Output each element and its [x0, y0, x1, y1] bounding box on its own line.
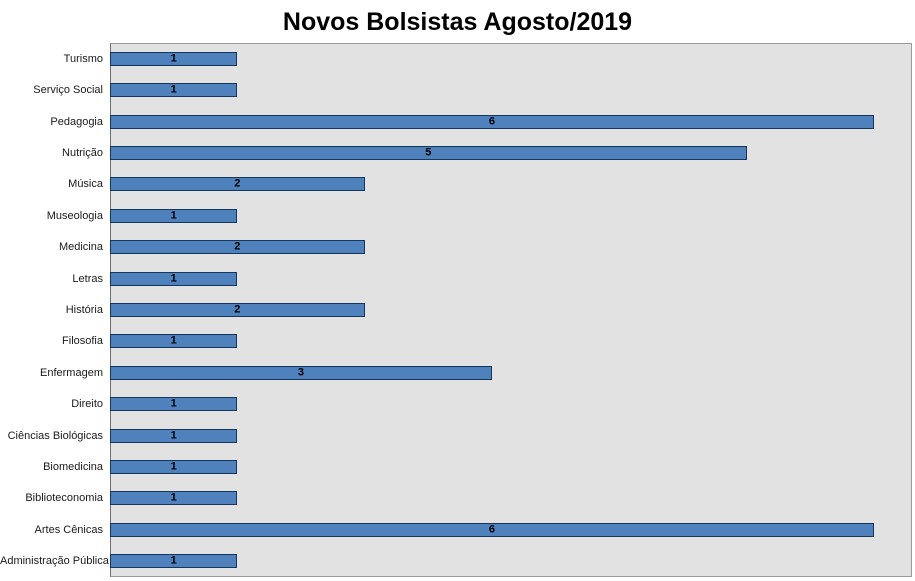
bar-track: 6 [110, 514, 912, 545]
chart-row: História 2 [0, 294, 912, 325]
category-label: Direito [71, 398, 103, 411]
category-label: Enfermagem [40, 366, 103, 379]
data-label: 6 [488, 523, 495, 536]
bar: 2 [110, 302, 365, 317]
bar: 1 [110, 554, 238, 569]
data-label: 1 [170, 334, 177, 347]
chart-row: Administração Pública 1 [0, 546, 912, 577]
bar: 2 [110, 240, 365, 255]
bar: 1 [110, 208, 238, 223]
category-label: Turismo [63, 52, 103, 65]
bar-track: 5 [110, 137, 912, 168]
bar-track: 1 [110, 43, 912, 74]
data-label: 3 [297, 366, 304, 379]
category-label: Medicina [58, 241, 103, 254]
bar: 6 [110, 114, 874, 129]
data-label: 1 [170, 397, 177, 410]
chart-rows: Turismo 1 Serviço Social 1 Pedagogia 6 Nutriçã… [0, 43, 912, 577]
bar: 1 [110, 334, 238, 349]
chart-row: Direito 1 [0, 388, 912, 419]
bar-track: 1 [110, 388, 912, 419]
bar: 1 [110, 51, 238, 66]
bar: 1 [110, 428, 238, 443]
bar: 5 [110, 145, 747, 160]
category-label: Filosofia [62, 335, 103, 348]
data-label: 1 [170, 429, 177, 442]
category-label: Artes Cênicas [34, 523, 103, 536]
category-label: Biomedicina [43, 460, 103, 473]
data-label: 1 [170, 460, 177, 473]
category-label: Serviço Social [33, 84, 103, 97]
data-label: 1 [170, 272, 177, 285]
data-label: 1 [170, 52, 177, 65]
chart-row: Artes Cênicas 6 [0, 514, 912, 545]
chart-row: Medicina 2 [0, 231, 912, 262]
bar: 1 [110, 397, 238, 412]
chart-row: Museologia 1 [0, 200, 912, 231]
category-label: Ciências Biológicas [7, 429, 103, 442]
bar-track: 1 [110, 451, 912, 482]
bar-track: 2 [110, 294, 912, 325]
data-label: 1 [170, 83, 177, 96]
bar-track: 3 [110, 357, 912, 388]
bar: 1 [110, 83, 238, 98]
chart-row: Turismo 1 [0, 43, 912, 74]
data-label: 5 [425, 146, 432, 159]
bar: 1 [110, 491, 238, 506]
chart-body: Turismo 1 Serviço Social 1 Pedagogia 6 Nutriçã… [0, 43, 913, 577]
data-label: 6 [488, 115, 495, 128]
bar-track: 1 [110, 200, 912, 231]
bar-track: 1 [110, 74, 912, 105]
chart-row: Enfermagem 3 [0, 357, 912, 388]
category-label: Nutrição [62, 146, 103, 159]
data-label: 2 [234, 303, 241, 316]
chart-row: Nutrição 5 [0, 137, 912, 168]
bar: 6 [110, 522, 874, 537]
bar-track: 6 [110, 106, 912, 137]
bar: 3 [110, 365, 492, 380]
chart-row: Letras 1 [0, 263, 912, 294]
chart-row: Pedagogia 6 [0, 106, 912, 137]
bar-track: 1 [110, 546, 912, 577]
chart-row: Serviço Social 1 [0, 74, 912, 105]
data-label: 1 [170, 554, 177, 567]
category-label: História [65, 303, 103, 316]
category-label: Administração Pública [0, 555, 109, 568]
bar: 1 [110, 271, 238, 286]
data-label: 2 [234, 177, 241, 190]
chart-row: Biomedicina 1 [0, 451, 912, 482]
bar-track: 2 [110, 231, 912, 262]
category-label: Letras [72, 272, 103, 285]
data-label: 1 [170, 209, 177, 222]
bar-track: 1 [110, 263, 912, 294]
category-label: Museologia [46, 209, 103, 222]
bar: 2 [110, 177, 365, 192]
chart-row: Ciências Biológicas 1 [0, 420, 912, 451]
chart-title: Novos Bolsistas Agosto/2019 [282, 8, 633, 36]
chart-row: Filosofia 1 [0, 326, 912, 357]
chart-row: Música 2 [0, 169, 912, 200]
bar-track: 1 [110, 483, 912, 514]
bar: 1 [110, 459, 238, 474]
data-label: 1 [170, 491, 177, 504]
bar-track: 2 [110, 169, 912, 200]
bar-track: 1 [110, 326, 912, 357]
data-label: 2 [234, 240, 241, 253]
chart-row: Biblioteconomia 1 [0, 483, 912, 514]
category-label: Música [68, 178, 103, 191]
category-label: Biblioteconomia [25, 492, 103, 505]
bar-track: 1 [110, 420, 912, 451]
category-label: Pedagogia [50, 115, 103, 128]
